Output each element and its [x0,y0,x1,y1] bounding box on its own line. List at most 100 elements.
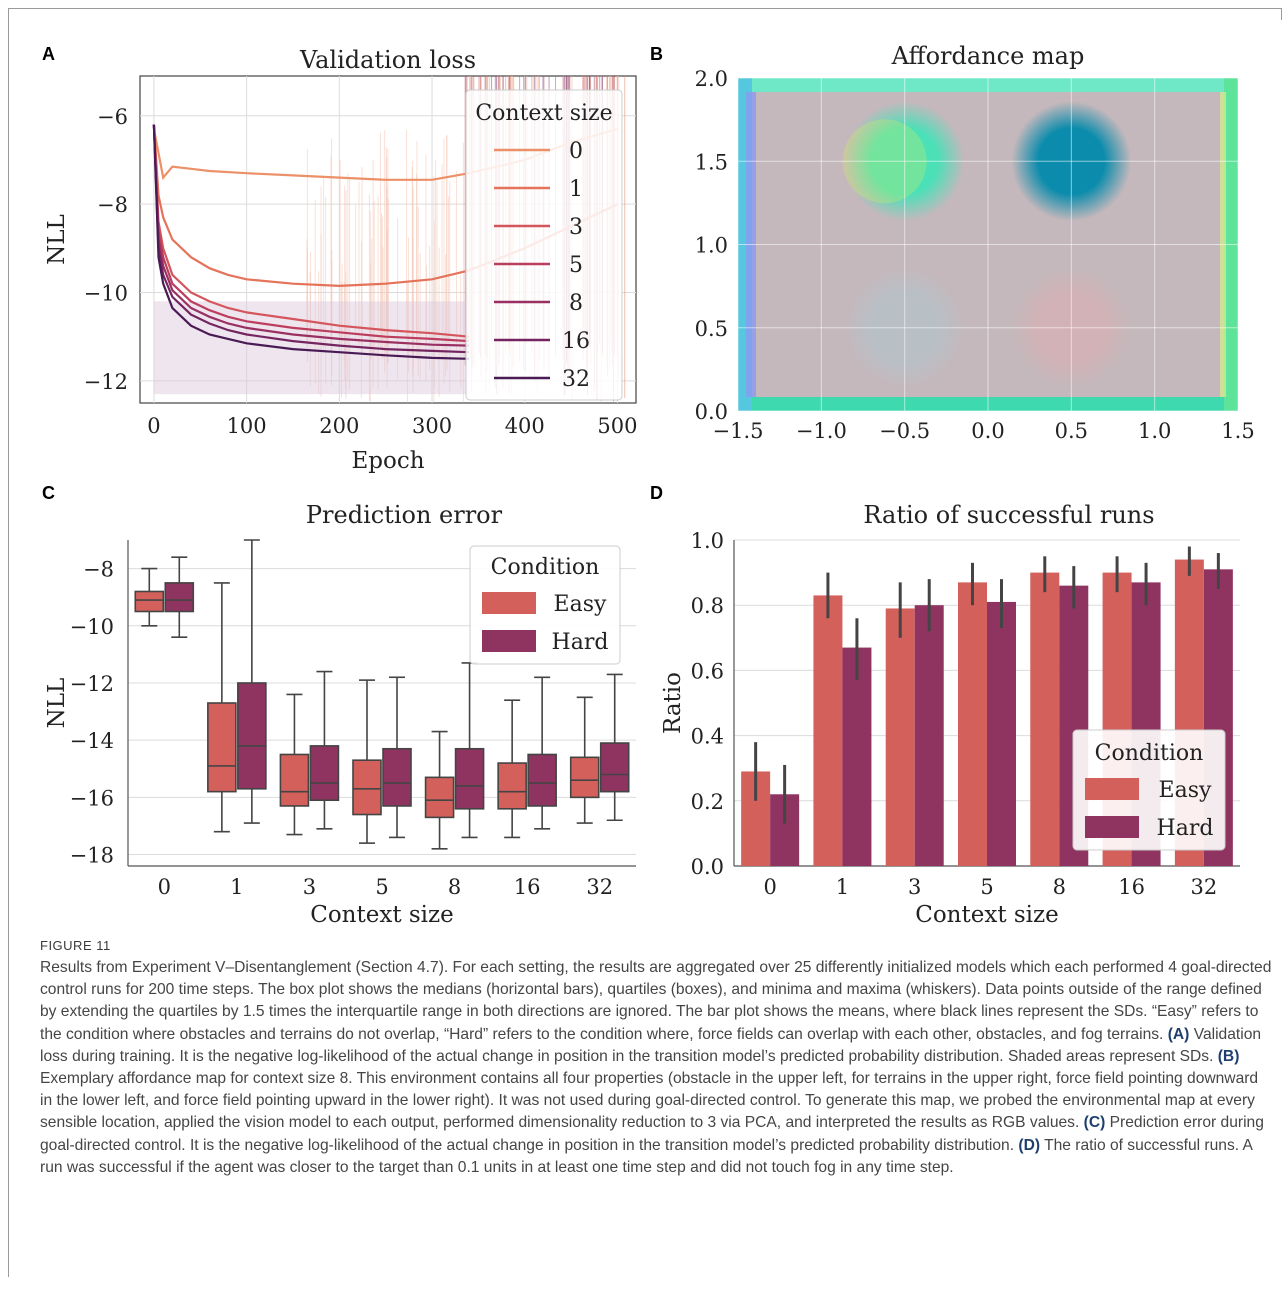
x-tick-label: 5 [980,875,993,899]
y-axis-label: Ratio [660,672,686,734]
y-tick-label: −8 [97,193,128,217]
legend-swatch [1085,778,1139,800]
box-easy [207,702,237,793]
caption-b-text: Exemplary affordance map for context siz… [40,1070,1259,1132]
bar-easy [885,608,915,866]
caption-intro: Results from Experiment V–Disentanglemen… [40,959,1272,1043]
figure-caption-text: Results from Experiment V–Disentanglemen… [40,957,1272,1179]
x-tick-label: −0.5 [879,419,930,443]
y-tick-label: −14 [70,729,114,753]
y-tick-label: −6 [97,105,128,129]
x-tick-label: 1.5 [1221,419,1254,443]
caption-d-text: The ratio of successful runs. A run was … [40,1136,1253,1176]
panel-letter-b: B [650,44,663,64]
x-tick-label: 0.5 [1055,419,1088,443]
y-tick-label: 0.2 [691,790,724,814]
box-hard [454,747,485,810]
legend-title: Context size [475,101,612,126]
box-easy [134,590,165,613]
y-tick-label: 0.5 [695,317,728,341]
box-easy [352,759,382,816]
box-hard [164,582,195,613]
x-tick-label: 16 [514,875,541,899]
bar-hard [914,605,944,866]
figure-frame-top [8,8,1282,9]
caption-a-label: (A) [1167,1025,1190,1043]
figure-frame-left [8,8,9,1277]
chart-affordance-map: −1.5 −1.0 −0.5 0.0 0.5 1.0 1.5 0.0 0.5 1.0 1.5 2.0 A… [695,42,1255,443]
figure-caption: FIGURE 11 Results from Experiment V–Dise… [40,938,1272,1179]
chart-title: Prediction error [306,501,503,529]
legend-label: 32 [562,367,590,392]
x-tick-label: 32 [586,875,613,899]
box-easy [497,762,527,810]
y-tick-label: −12 [84,370,128,394]
x-tick-label: 0 [763,875,776,899]
legend-swatch [1085,816,1139,838]
caption-d-label: (D) [1018,1136,1041,1154]
legend-label: Hard [552,630,609,655]
series-line-16 [152,124,470,354]
legend-swatch [482,592,536,614]
box-hard [382,747,412,807]
caption-c-label: (C) [1083,1114,1106,1132]
series-line-8 [152,124,470,347]
panel-letter-a: A [42,44,55,64]
variance-band [153,301,470,395]
x-tick-label: 200 [319,414,359,438]
bar-easy [1030,572,1060,866]
y-tick-label: 1.0 [691,529,724,553]
box-easy [279,753,310,807]
caption-c-text: Prediction error during goal-directed co… [40,1114,1264,1154]
legend-box [465,89,623,401]
caption-a-text: Validation loss during training. It is t… [40,1025,1262,1065]
y-tick-label: −8 [83,558,114,582]
box-hard [527,753,557,807]
legend-label: 8 [569,291,583,316]
x-tick-label: 3 [908,875,921,899]
legend-label: Easy [554,592,607,617]
bar-easy [958,582,987,866]
box-hard [237,682,267,790]
bar-hard [842,647,872,866]
y-tick-label: −16 [70,786,114,810]
box-hard [309,745,340,802]
legend-label: 16 [562,329,590,354]
bar-easy [813,595,843,866]
x-tick-label: 32 [1190,875,1217,899]
legend-label: 3 [569,215,583,240]
y-tick-label: 0.4 [691,725,724,749]
x-tick-label: 8 [1053,875,1066,899]
chart-title: Affordance map [891,42,1085,70]
bar-hard [987,601,1016,866]
legend-label: Hard [1157,816,1214,841]
figure-label: FIGURE 11 [40,938,111,953]
legend-swatch [482,630,536,652]
box-easy [424,776,455,819]
y-tick-label: 1.5 [695,150,728,174]
x-tick-label: 0 [147,414,160,438]
x-tick-label: 400 [505,414,545,438]
series-line-5 [152,124,470,343]
y-tick-label: −12 [70,672,114,696]
y-tick-label: 0.0 [691,855,724,879]
x-tick-label: −1.0 [796,419,847,443]
series-line-32 [152,124,470,360]
x-tick-label: 16 [1118,875,1145,899]
chart-validation-loss: 0 100 200 300 400 500 −6 −8 −10 −12 Validation los… [44,46,638,474]
y-tick-label: −18 [70,844,114,868]
x-tick-label: 100 [227,414,267,438]
legend-label: 5 [569,253,583,278]
y-axis-label: NLL [44,214,70,265]
x-tick-label: 0 [158,875,171,899]
x-tick-label: 0.0 [971,419,1004,443]
x-tick-label: 3 [303,875,316,899]
chart-title: Validation loss [299,46,476,74]
y-tick-label: −10 [70,615,114,639]
x-tick-label: 8 [448,875,461,899]
x-axis-label: Context size [310,902,454,928]
y-tick-label: 2.0 [695,67,728,91]
chart-title: Ratio of successful runs [863,501,1154,529]
x-tick-label: 500 [597,414,637,438]
x-tick-label: 1 [230,875,243,899]
